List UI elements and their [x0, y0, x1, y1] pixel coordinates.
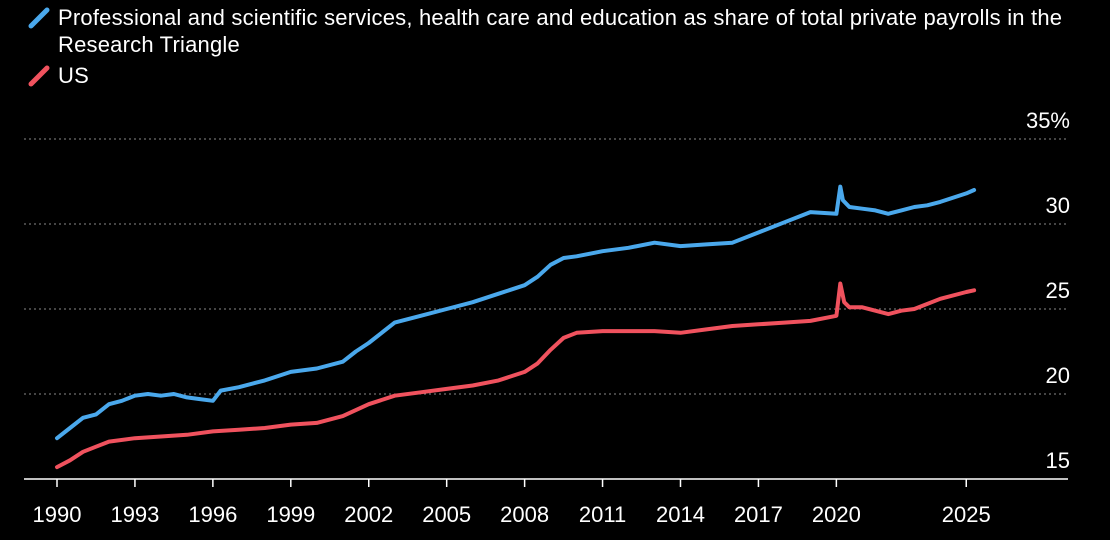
y-tick-label-20: 20	[1046, 363, 1070, 388]
legend-swatch-blue-icon	[28, 7, 50, 29]
legend-swatch-red-icon	[28, 65, 50, 87]
x-tick-label-2017: 2017	[734, 502, 783, 527]
x-tick-label-1990: 1990	[33, 502, 82, 527]
series-line-us	[55, 281, 977, 470]
x-tick-label-1996: 1996	[188, 502, 237, 527]
x-tick-label-2008: 2008	[500, 502, 549, 527]
legend-item-research-triangle: Professional and scientific services, he…	[26, 4, 1086, 58]
y-tick-label-15: 15	[1046, 448, 1070, 473]
x-tick-label-2025: 2025	[942, 502, 991, 527]
x-tick-label-1999: 1999	[266, 502, 315, 527]
chart-legend: Professional and scientific services, he…	[26, 4, 1086, 93]
x-tick-label-1993: 1993	[110, 502, 159, 527]
legend-label-research-triangle: Professional and scientific services, he…	[58, 5, 1063, 57]
x-tick-label-2011: 2011	[579, 502, 626, 527]
legend-label-us: US	[58, 63, 89, 88]
series-line-research-triangle	[55, 184, 977, 441]
legend-item-us: US	[26, 62, 1086, 89]
x-tick-label-2020: 2020	[812, 502, 861, 527]
x-tick-label-2005: 2005	[422, 502, 471, 527]
x-tick-label-2014: 2014	[656, 502, 705, 527]
y-tick-label-25: 25	[1046, 278, 1070, 303]
y-tick-label-30: 30	[1046, 193, 1070, 218]
y-tick-label-35: 35%	[1026, 108, 1070, 133]
x-tick-label-2002: 2002	[344, 502, 393, 527]
